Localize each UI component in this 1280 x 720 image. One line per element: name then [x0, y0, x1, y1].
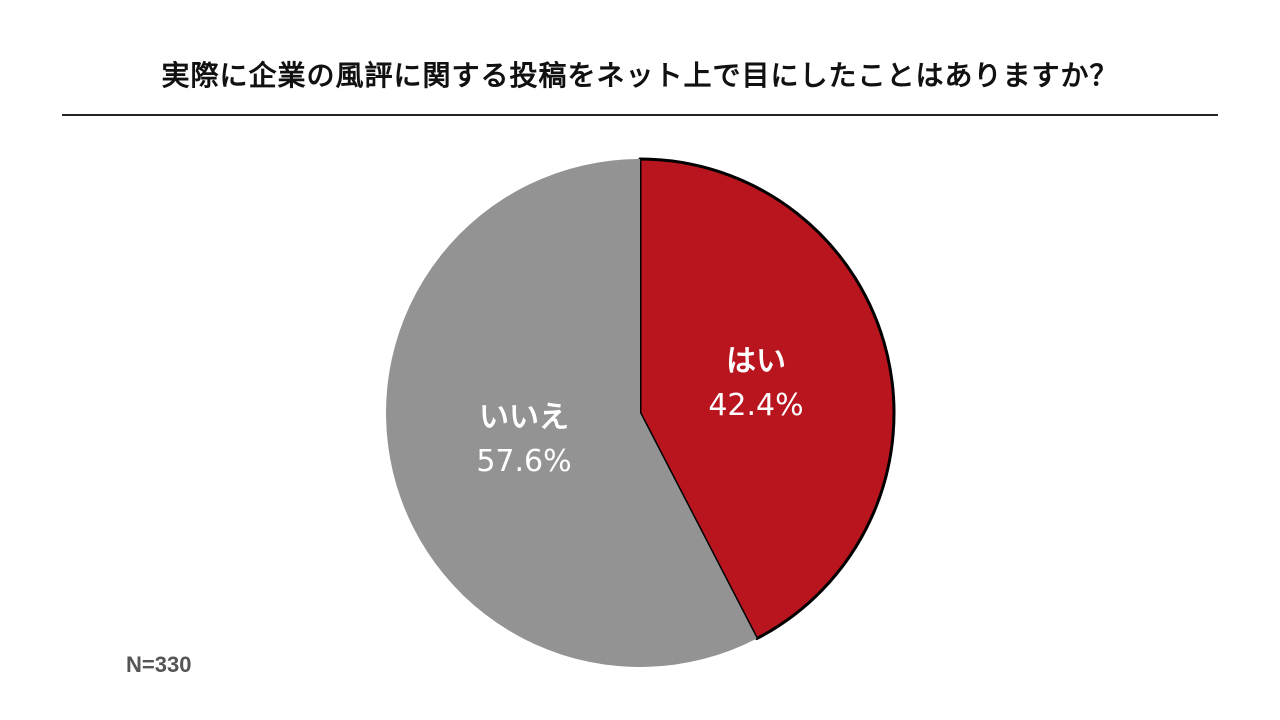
title-divider — [62, 114, 1218, 116]
pie-slice-hai — [638, 157, 896, 641]
chart-title: 実際に企業の風評に関する投稿をネット上で目にしたことはありますか？ — [161, 59, 1119, 92]
slice-label-hai: はい — [726, 344, 786, 379]
slice-value-iie: 57.6% — [476, 444, 571, 479]
pie-slices — [386, 157, 896, 667]
sample-size-note: N=330 — [126, 652, 192, 677]
slice-label-iie: いいえ — [479, 400, 569, 435]
pie-slice-iie — [386, 159, 757, 667]
pie-labels: はい 42.4% いいえ 57.6% — [476, 344, 803, 479]
slice-value-hai: 42.4% — [708, 388, 803, 423]
